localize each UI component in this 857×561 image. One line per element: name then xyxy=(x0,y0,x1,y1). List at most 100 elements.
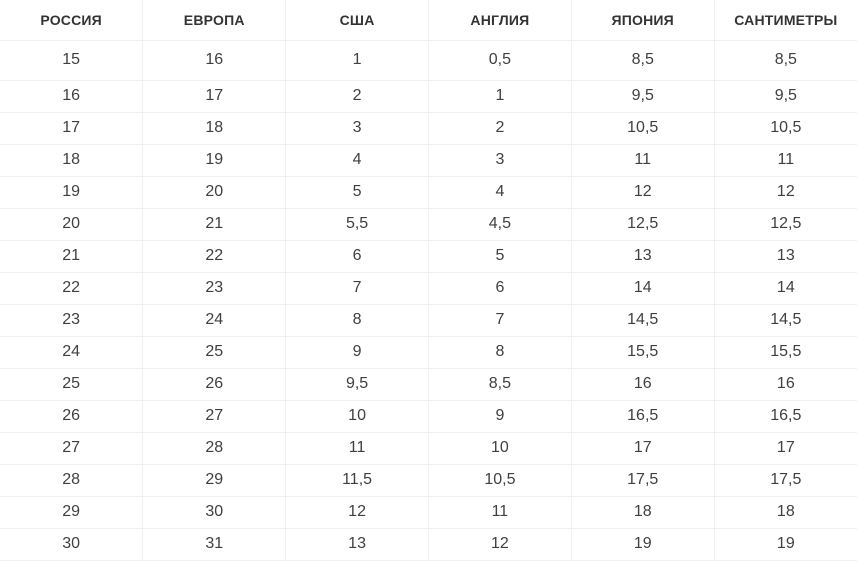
table-cell: 16 xyxy=(142,40,287,81)
table-cell: 2 xyxy=(285,80,429,113)
table-row: 22 23 7 6 14 14 xyxy=(0,272,857,305)
table-row: 29 30 12 11 18 18 xyxy=(0,496,857,529)
table-cell: 12 xyxy=(714,176,857,209)
table-cell: 24 xyxy=(142,304,287,337)
table-cell: 12,5 xyxy=(714,208,857,241)
table-cell: 14 xyxy=(571,272,715,305)
table-cell: 24 xyxy=(0,336,144,369)
table-cell: 19 xyxy=(714,528,857,561)
table-cell: 7 xyxy=(428,304,572,337)
table-cell: 8,5 xyxy=(714,40,857,81)
table-cell: 17 xyxy=(0,112,144,145)
table-row: 26 27 10 9 16,5 16,5 xyxy=(0,400,857,433)
table-cell: 11 xyxy=(428,496,572,529)
table-cell: 8,5 xyxy=(428,368,572,401)
table-cell: 9 xyxy=(428,400,572,433)
table-cell: 18 xyxy=(714,496,857,529)
table-cell: 16 xyxy=(571,368,715,401)
table-row: 18 19 4 3 11 11 xyxy=(0,144,857,177)
table-cell: 19 xyxy=(142,144,287,177)
table-cell: 11,5 xyxy=(285,464,429,497)
table-cell: 13 xyxy=(285,528,429,561)
table-cell: 12 xyxy=(285,496,429,529)
table-cell: 9 xyxy=(285,336,429,369)
table-cell: 17 xyxy=(714,432,857,465)
table-cell: 3 xyxy=(428,144,572,177)
column-header: РОССИЯ xyxy=(0,0,144,41)
column-header: ЯПОНИЯ xyxy=(571,0,715,41)
table-cell: 10 xyxy=(428,432,572,465)
table-cell: 11 xyxy=(714,144,857,177)
table-row: 19 20 5 4 12 12 xyxy=(0,176,857,209)
table-cell: 17 xyxy=(571,432,715,465)
table-cell: 0,5 xyxy=(428,40,572,81)
table-cell: 11 xyxy=(285,432,429,465)
table-row: 15 16 1 0,5 8,5 8,5 xyxy=(0,40,857,81)
table-cell: 9,5 xyxy=(714,80,857,113)
table-cell: 16,5 xyxy=(571,400,715,433)
table-cell: 9,5 xyxy=(571,80,715,113)
table-cell: 15,5 xyxy=(714,336,857,369)
table-cell: 20 xyxy=(142,176,287,209)
table-cell: 23 xyxy=(0,304,144,337)
table-cell: 18 xyxy=(0,144,144,177)
table-cell: 18 xyxy=(142,112,287,145)
table-cell: 11 xyxy=(571,144,715,177)
table-cell: 13 xyxy=(714,240,857,273)
table-cell: 30 xyxy=(142,496,287,529)
table-row: 20 21 5,5 4,5 12,5 12,5 xyxy=(0,208,857,241)
table-row: 28 29 11,5 10,5 17,5 17,5 xyxy=(0,464,857,497)
table-cell: 20 xyxy=(0,208,144,241)
table-cell: 23 xyxy=(142,272,287,305)
table-cell: 6 xyxy=(285,240,429,273)
table-cell: 17,5 xyxy=(571,464,715,497)
table-cell: 16 xyxy=(0,80,144,113)
table-cell: 4 xyxy=(428,176,572,209)
header-row: РОССИЯ ЕВРОПА США АНГЛИЯ ЯПОНИЯ САНТИМЕТРЫ xyxy=(0,0,857,41)
table-cell: 27 xyxy=(0,432,144,465)
table-cell: 25 xyxy=(142,336,287,369)
table-cell: 14,5 xyxy=(571,304,715,337)
table-cell: 5,5 xyxy=(285,208,429,241)
table-cell: 12 xyxy=(428,528,572,561)
table-cell: 28 xyxy=(142,432,287,465)
table-cell: 17,5 xyxy=(714,464,857,497)
table-cell: 8 xyxy=(285,304,429,337)
table-cell: 1 xyxy=(428,80,572,113)
table-header: РОССИЯ ЕВРОПА США АНГЛИЯ ЯПОНИЯ САНТИМЕТРЫ xyxy=(0,0,857,41)
table-cell: 27 xyxy=(142,400,287,433)
table-cell: 18 xyxy=(571,496,715,529)
table-cell: 17 xyxy=(142,80,287,113)
table-cell: 25 xyxy=(0,368,144,401)
table-cell: 15 xyxy=(0,40,144,81)
table-cell: 30 xyxy=(0,528,144,561)
table-cell: 16 xyxy=(714,368,857,401)
table-cell: 29 xyxy=(142,464,287,497)
table-cell: 10,5 xyxy=(428,464,572,497)
table-cell: 10,5 xyxy=(714,112,857,145)
table-row: 27 28 11 10 17 17 xyxy=(0,432,857,465)
table-cell: 13 xyxy=(571,240,715,273)
table-cell: 5 xyxy=(285,176,429,209)
table-cell: 21 xyxy=(142,208,287,241)
table-cell: 1 xyxy=(285,40,429,81)
table-cell: 19 xyxy=(0,176,144,209)
table-cell: 14 xyxy=(714,272,857,305)
column-header: США xyxy=(285,0,429,41)
table-cell: 4 xyxy=(285,144,429,177)
column-header: АНГЛИЯ xyxy=(428,0,572,41)
column-header: ЕВРОПА xyxy=(142,0,287,41)
table-cell: 26 xyxy=(0,400,144,433)
table-cell: 8,5 xyxy=(571,40,715,81)
table-row: 23 24 8 7 14,5 14,5 xyxy=(0,304,857,337)
table-cell: 10 xyxy=(285,400,429,433)
table-cell: 8 xyxy=(428,336,572,369)
table-cell: 16,5 xyxy=(714,400,857,433)
table-cell: 28 xyxy=(0,464,144,497)
table-cell: 26 xyxy=(142,368,287,401)
table-cell: 4,5 xyxy=(428,208,572,241)
table-cell: 12 xyxy=(571,176,715,209)
table-cell: 2 xyxy=(428,112,572,145)
table-row: 17 18 3 2 10,5 10,5 xyxy=(0,112,857,145)
